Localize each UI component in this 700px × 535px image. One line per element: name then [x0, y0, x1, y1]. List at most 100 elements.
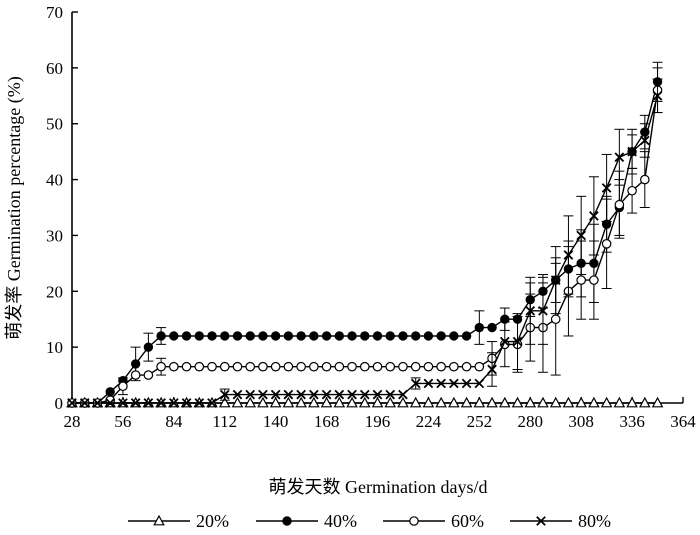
data-point [245, 361, 256, 372]
data-point [576, 230, 587, 241]
data-point [118, 398, 128, 408]
data-point [461, 361, 472, 372]
x-tick-label: 364 [670, 412, 696, 431]
data-point [626, 396, 638, 408]
data-point [614, 152, 625, 163]
data-point [614, 199, 625, 210]
data-point [422, 396, 435, 408]
data-point [384, 396, 397, 408]
data-point [67, 398, 77, 408]
legend-item-2: 40% [256, 511, 357, 531]
data-point [498, 396, 511, 408]
data-point [524, 396, 537, 408]
x-tick-label: 140 [263, 412, 289, 431]
data-point [320, 396, 333, 408]
data-point [309, 389, 319, 400]
data-point [296, 361, 306, 372]
data-point [143, 342, 154, 352]
data-point [449, 361, 459, 372]
data-point [194, 331, 204, 341]
data-point [358, 396, 371, 408]
data-point [207, 331, 217, 341]
data-point [397, 396, 409, 408]
data-point [220, 331, 230, 341]
legend-item-3: 60% [383, 511, 484, 531]
data-point [130, 398, 141, 408]
axes: 0 10 20 30 40 50 60 70 28 56 84 112 140 168 196 224 252 2… [46, 3, 696, 431]
data-point [359, 389, 370, 400]
data-point [525, 305, 536, 316]
y-tick-label: 70 [46, 3, 63, 22]
data-point [563, 250, 574, 260]
data-point [296, 331, 306, 341]
data-point [474, 322, 485, 333]
data-point [130, 359, 141, 369]
data-point [181, 331, 192, 341]
legend-label: 80% [578, 511, 611, 531]
data-point [118, 381, 128, 392]
data-point [436, 331, 446, 341]
data-point [486, 396, 498, 408]
data-point [347, 389, 357, 400]
data-point [639, 135, 650, 146]
data-point [333, 396, 346, 408]
x-tick-label: 196 [365, 412, 391, 431]
data-point [321, 389, 332, 400]
legend: 20% 40% 60% 80% [128, 511, 611, 531]
data-point [283, 331, 294, 341]
legend-label: 20% [196, 511, 229, 531]
data-point [258, 389, 268, 400]
data-point [640, 174, 650, 185]
data-point [232, 361, 243, 372]
data-point [651, 396, 664, 408]
data-point [474, 361, 485, 372]
data-point [372, 331, 383, 341]
data-point [398, 389, 408, 400]
data-point [258, 331, 268, 341]
series-line [72, 81, 659, 404]
data-point [194, 398, 205, 408]
data-point [449, 331, 459, 341]
data-point [334, 331, 345, 341]
legend-marker [153, 514, 165, 526]
data-point [231, 396, 244, 408]
data-point [194, 361, 205, 372]
data-point [334, 389, 345, 400]
data-point [232, 389, 243, 400]
data-point [627, 146, 637, 157]
data-point [219, 361, 230, 372]
data-point [627, 185, 637, 196]
data-point [156, 331, 166, 341]
legend-marker [282, 516, 292, 526]
data-point [461, 378, 472, 389]
data-point [258, 361, 268, 372]
data-point [589, 211, 599, 221]
x-axis-title: 萌发天数 Germination days/d [269, 477, 488, 497]
y-tick-label: 10 [46, 338, 63, 357]
data-point [371, 396, 384, 408]
data-point [372, 389, 383, 400]
legend-marker [536, 516, 546, 526]
y-tick-label: 0 [55, 394, 64, 413]
data-point [321, 361, 332, 372]
data-point [283, 389, 294, 400]
data-point [601, 183, 612, 193]
data-point [169, 361, 179, 372]
legend-item-1: 20% [128, 511, 229, 531]
series-layer [66, 61, 664, 408]
data-point [460, 396, 473, 408]
data-point [398, 331, 408, 341]
data-point [652, 90, 663, 101]
data-point [334, 361, 345, 372]
data-point [562, 396, 575, 408]
legend-label: 40% [324, 511, 357, 531]
x-tick-label: 56 [114, 412, 131, 431]
data-point [245, 389, 256, 400]
series-4 [67, 78, 663, 408]
data-point [156, 398, 166, 408]
data-point [410, 378, 421, 389]
legend-item-4: 80% [510, 511, 611, 531]
data-point [296, 389, 306, 400]
x-tick-label: 168 [314, 412, 340, 431]
